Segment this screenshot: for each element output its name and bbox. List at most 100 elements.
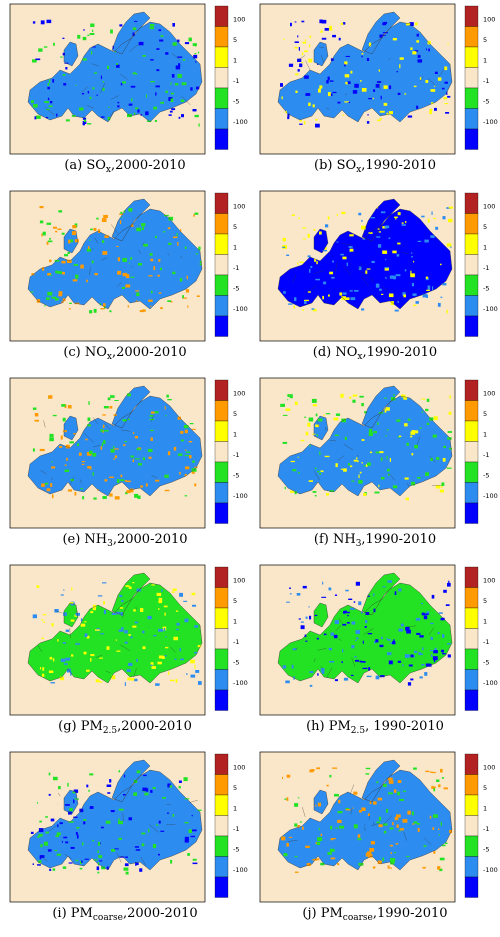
colorbar-label: -5 <box>483 846 489 854</box>
caption-subscript: x <box>106 352 112 362</box>
caption-subscript: 2.5 <box>102 726 118 736</box>
map-panel-e: 2000-2010_MKslope_sign_Emis_mgm2_nh3_Yea… <box>0 374 250 561</box>
africa-shape <box>20 130 205 154</box>
colorbar-swatch <box>464 628 479 650</box>
colorbar-swatch <box>214 441 229 463</box>
colorbar-swatch <box>464 5 479 27</box>
colorbar-label: 1 <box>483 805 487 813</box>
map-panel-a: 2000-2010_MKslope_sign_Emis_mgm2_sox_Yea… <box>0 0 250 187</box>
colorbar-swatch <box>464 233 479 255</box>
colorbar-swatch <box>214 274 229 296</box>
colorbar-swatch <box>464 26 479 48</box>
map-area <box>259 751 456 903</box>
colorbar-swatch <box>214 233 229 255</box>
colorbar-swatch <box>464 108 479 130</box>
colorbar-swatch <box>214 26 229 48</box>
colorbar-swatch <box>214 753 229 775</box>
colorbar-label: 1 <box>483 431 487 439</box>
colorbar-label: 1 <box>233 618 237 626</box>
colorbar-swatch <box>464 587 479 609</box>
continent-shape <box>278 583 452 683</box>
caption-subscript: x <box>357 352 363 362</box>
colorbar-label: 100 <box>233 577 245 585</box>
map-figure-d: 1990-2010_MKslope_sign_Emis_mgm2_nox_Yea… <box>259 190 498 342</box>
caption-subscript: x <box>105 165 111 175</box>
colorbar-label: -100 <box>233 866 248 874</box>
colorbar-label: 5 <box>483 784 487 792</box>
scandinavia-shape <box>362 573 400 615</box>
colorbar-label: -1 <box>233 264 239 272</box>
map-area <box>259 190 456 342</box>
continent-shape <box>278 770 452 870</box>
africa-shape <box>20 691 205 715</box>
colorbar-swatch <box>464 482 479 504</box>
colorbar: 100 5 1 -1 -5 -100 <box>464 5 498 150</box>
colorbar-swatch <box>464 315 479 337</box>
colorbar: 100 5 1 -1 -5 -100 <box>214 753 248 898</box>
colorbar-label: 5 <box>233 36 237 44</box>
colorbar-swatch <box>464 794 479 816</box>
panel-caption: (f) NH3,1990-2010 <box>250 532 500 549</box>
colorbar-swatch <box>214 566 229 588</box>
colorbar-label: 100 <box>483 203 495 211</box>
colorbar-swatch <box>214 648 229 670</box>
colorbar-swatch <box>464 254 479 276</box>
map-area <box>9 3 206 155</box>
panel-caption: (a) SOx,2000-2010 <box>0 158 250 175</box>
map-figure-b: 1990-2010_MKslope_sign_Emis_mgm2_sox_Yea… <box>259 3 498 155</box>
colorbar-label: 5 <box>483 36 487 44</box>
colorbar-label: 5 <box>483 410 487 418</box>
colorbar-label: 100 <box>483 764 495 772</box>
colorbar-label: -100 <box>483 866 498 874</box>
continent-shape <box>28 583 202 683</box>
colorbar-label: 1 <box>483 244 487 252</box>
continent-shape <box>278 209 452 309</box>
colorbar-label: -100 <box>483 118 498 126</box>
colorbar-label: 100 <box>233 16 245 24</box>
scandinavia-shape <box>112 12 150 54</box>
panel-caption: (h) PM2.5, 1990-2010 <box>250 719 500 736</box>
uk-shape <box>64 603 78 627</box>
colorbar-label: 1 <box>233 805 237 813</box>
colorbar-label: 5 <box>233 410 237 418</box>
colorbar-swatch <box>464 876 479 898</box>
map-area <box>9 377 206 529</box>
colorbar: 100 5 1 -1 -5 -100 <box>464 379 498 524</box>
caption-subscript: 3 <box>355 539 362 549</box>
uk-shape <box>314 603 328 627</box>
colorbar-label: -1 <box>233 825 239 833</box>
map-panel-b: 1990-2010_MKslope_sign_Emis_mgm2_sox_Yea… <box>250 0 500 187</box>
colorbar-swatch <box>214 400 229 422</box>
africa-shape <box>20 317 205 341</box>
caption-subscript: 2.5 <box>350 726 366 736</box>
caption-prefix: (i) PM <box>52 906 93 921</box>
colorbar-swatch <box>464 815 479 837</box>
map-area <box>259 377 456 529</box>
colorbar-label: -5 <box>233 285 239 293</box>
colorbar-swatch <box>464 441 479 463</box>
colorbar-label: 1 <box>483 618 487 626</box>
africa-shape <box>270 130 455 154</box>
map-area <box>9 751 206 903</box>
colorbar-label: -100 <box>233 492 248 500</box>
caption-suffix: ,2000-2010 <box>112 532 188 547</box>
colorbar-swatch <box>214 192 229 214</box>
panel-caption: (i) PMcoarse,2000-2010 <box>0 906 250 923</box>
caption-prefix: (b) SO <box>314 158 357 173</box>
colorbar-swatch <box>464 400 479 422</box>
uk-shape <box>314 790 328 814</box>
caption-suffix: ,2000-2010 <box>111 345 187 360</box>
trend-patches <box>32 393 198 500</box>
caption-prefix: (f) NH <box>313 532 356 547</box>
colorbar-swatch <box>464 274 479 296</box>
scandinavia-shape <box>362 760 400 802</box>
colorbar-swatch <box>214 420 229 442</box>
colorbar-label: 5 <box>233 597 237 605</box>
colorbar-swatch <box>464 648 479 670</box>
colorbar-label: -5 <box>233 659 239 667</box>
colorbar: 100 5 1 -1 -5 -100 <box>214 566 248 711</box>
colorbar: 100 5 1 -1 -5 -100 <box>214 379 248 524</box>
map-panel-c: 2000-2010_MKslope_sign_Emis_mgm2_nox_Yea… <box>0 187 250 374</box>
colorbar-label: 100 <box>233 764 245 772</box>
colorbar-label: -100 <box>483 492 498 500</box>
